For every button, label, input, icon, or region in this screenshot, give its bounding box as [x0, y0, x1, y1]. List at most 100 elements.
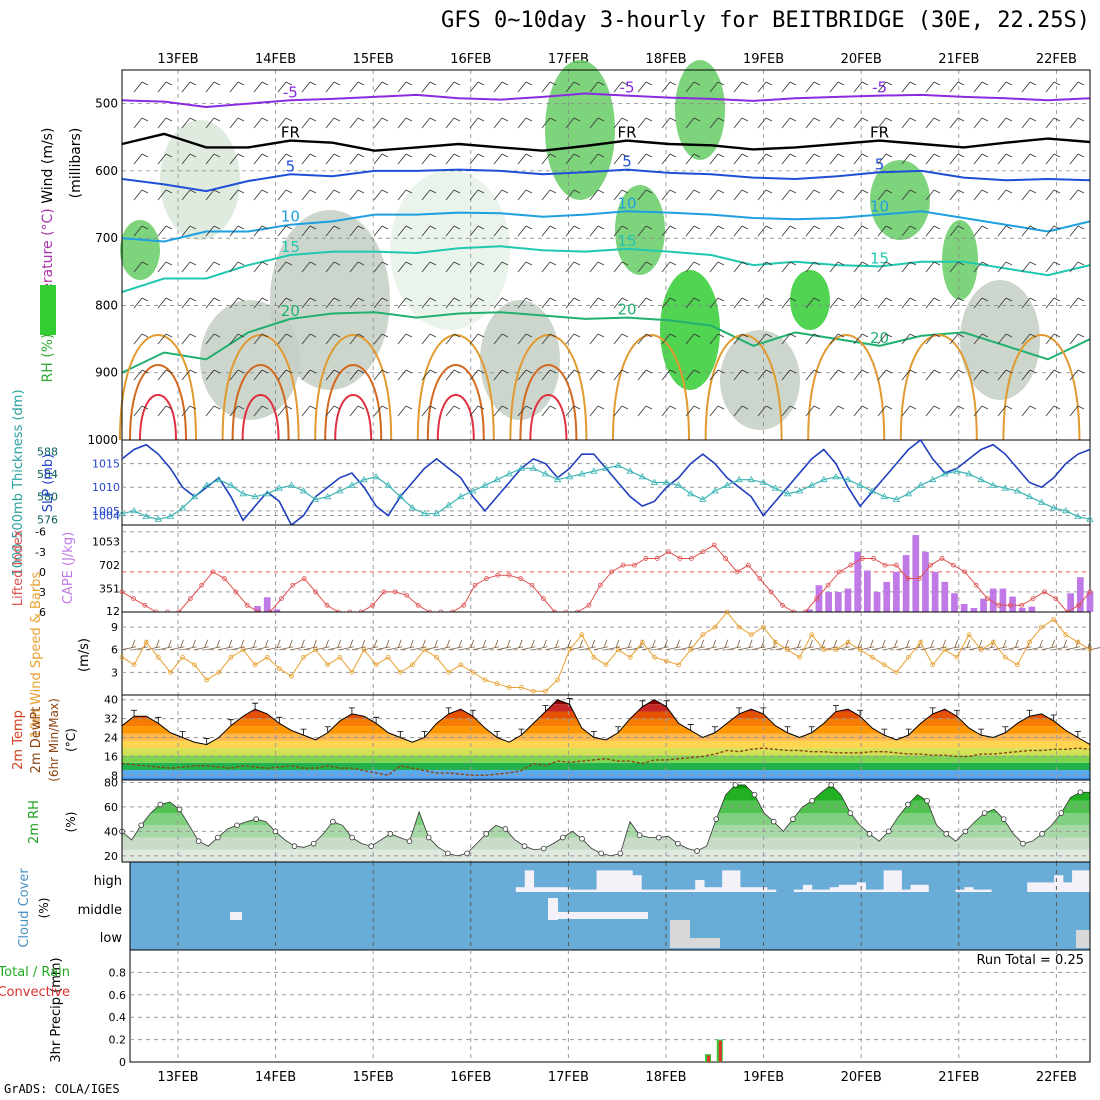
wind-barb [685, 369, 701, 381]
wind-barb [613, 297, 629, 309]
wind10m-barb [1041, 639, 1056, 651]
wind-barb [1069, 405, 1085, 417]
wind-barb [805, 189, 821, 201]
wind-barb [493, 405, 509, 417]
wind-barb [709, 405, 725, 417]
wind-barb [829, 405, 845, 417]
wind-speed-marker [918, 639, 923, 645]
wind-barb [181, 117, 197, 129]
wind-barb [709, 261, 725, 273]
wind-barb [181, 369, 197, 381]
wind-barb [1045, 81, 1061, 93]
wind-barb [901, 369, 917, 381]
rh2m-marker [176, 806, 183, 813]
thickness-marker [1049, 504, 1058, 511]
wind-tick-label: 3 [111, 666, 118, 679]
thickness-marker [674, 481, 683, 488]
cloud-axis-label: Cloud Cover [17, 868, 32, 948]
rh-shading [160, 120, 240, 240]
rh2m-marker [636, 832, 643, 838]
thickness-marker [916, 481, 925, 488]
li-marker [1042, 589, 1047, 595]
isotherm-label: 20 [617, 301, 636, 319]
li-marker [700, 549, 706, 555]
wind-barb [421, 333, 437, 345]
wind-barb [997, 405, 1013, 417]
wind-barb [925, 117, 941, 129]
rh2m-marker [425, 834, 432, 841]
wind-speed-marker [325, 662, 331, 668]
wind10m-barb [412, 639, 427, 651]
wind-barb [181, 153, 197, 165]
rh2m-marker [675, 840, 681, 847]
wind-barb [253, 117, 269, 129]
wind-barb [853, 189, 869, 201]
rh2m-marker [866, 831, 873, 837]
li-marker [768, 589, 774, 595]
li-marker [586, 602, 592, 608]
wind10m-barb [291, 639, 306, 651]
wind-barb [589, 225, 605, 237]
wind-barb [829, 189, 845, 201]
rh2m-marker [560, 834, 566, 841]
wind-barb [661, 153, 677, 165]
high-cloud-bar [731, 870, 741, 892]
warm-isotherm [529, 394, 568, 441]
wind-barb [1045, 189, 1061, 201]
minmax-marker [542, 705, 549, 712]
isotherm-label: 20 [870, 329, 889, 347]
wind10m-barb [678, 639, 693, 651]
high-cloud-bar [524, 870, 535, 892]
rh-shading [660, 270, 720, 390]
wind-barb [397, 369, 413, 381]
wind-barb [181, 297, 197, 309]
wind-barb [733, 261, 749, 273]
thickness-marker [118, 509, 126, 517]
minmax-marker [1026, 709, 1033, 717]
date-label-top: 20FEB [841, 52, 882, 67]
li-marker [711, 542, 717, 548]
wind10m-barb [267, 639, 282, 651]
wind-barb [925, 153, 941, 165]
cape-bar [805, 609, 813, 612]
wind10m-barb [351, 639, 366, 651]
date-label-top: 19FEB [743, 52, 784, 67]
wind-barb [301, 117, 317, 129]
rh2m-marker [157, 801, 164, 808]
wind-barb [1021, 369, 1037, 381]
wind-speed-marker [434, 654, 440, 660]
precip-tick-label: 0 [119, 1056, 126, 1069]
wind-speed-marker [627, 654, 633, 660]
high-cloud-bar [614, 870, 624, 892]
wind-barb [589, 117, 605, 129]
wind-barb [253, 225, 269, 237]
wind10m-barb [303, 639, 318, 651]
wind-speed-marker [652, 654, 657, 660]
thickness-marker [311, 495, 320, 502]
cape-bar [951, 593, 958, 612]
wind-barb [613, 117, 629, 129]
minmax-marker [639, 700, 646, 707]
wind-barb [277, 297, 293, 309]
date-label-bottom: 22FEB [1036, 1070, 1077, 1085]
wind-speed-marker [494, 681, 500, 687]
minmax-marker [300, 728, 307, 736]
wind-barb [829, 225, 845, 237]
wind-barb [661, 189, 677, 201]
rh2m-marker [521, 843, 528, 849]
wind-barb [565, 261, 581, 273]
high-cloud-bar [865, 889, 875, 892]
isotherm-label: 10 [281, 208, 300, 226]
wind-barb [925, 81, 941, 93]
wind-barb [397, 405, 413, 417]
wind-barb [805, 153, 821, 165]
wind10m-units: (m/s) [77, 638, 92, 672]
wind-barb [493, 81, 509, 93]
temperature-axis-label: 2m Temp [11, 710, 26, 770]
wind10m-barb [170, 639, 185, 651]
li-marker [1053, 596, 1059, 602]
wind-speed-marker [579, 632, 585, 638]
wind-barb [757, 81, 773, 93]
wind-barb [301, 261, 317, 273]
wind-barb [829, 153, 845, 165]
